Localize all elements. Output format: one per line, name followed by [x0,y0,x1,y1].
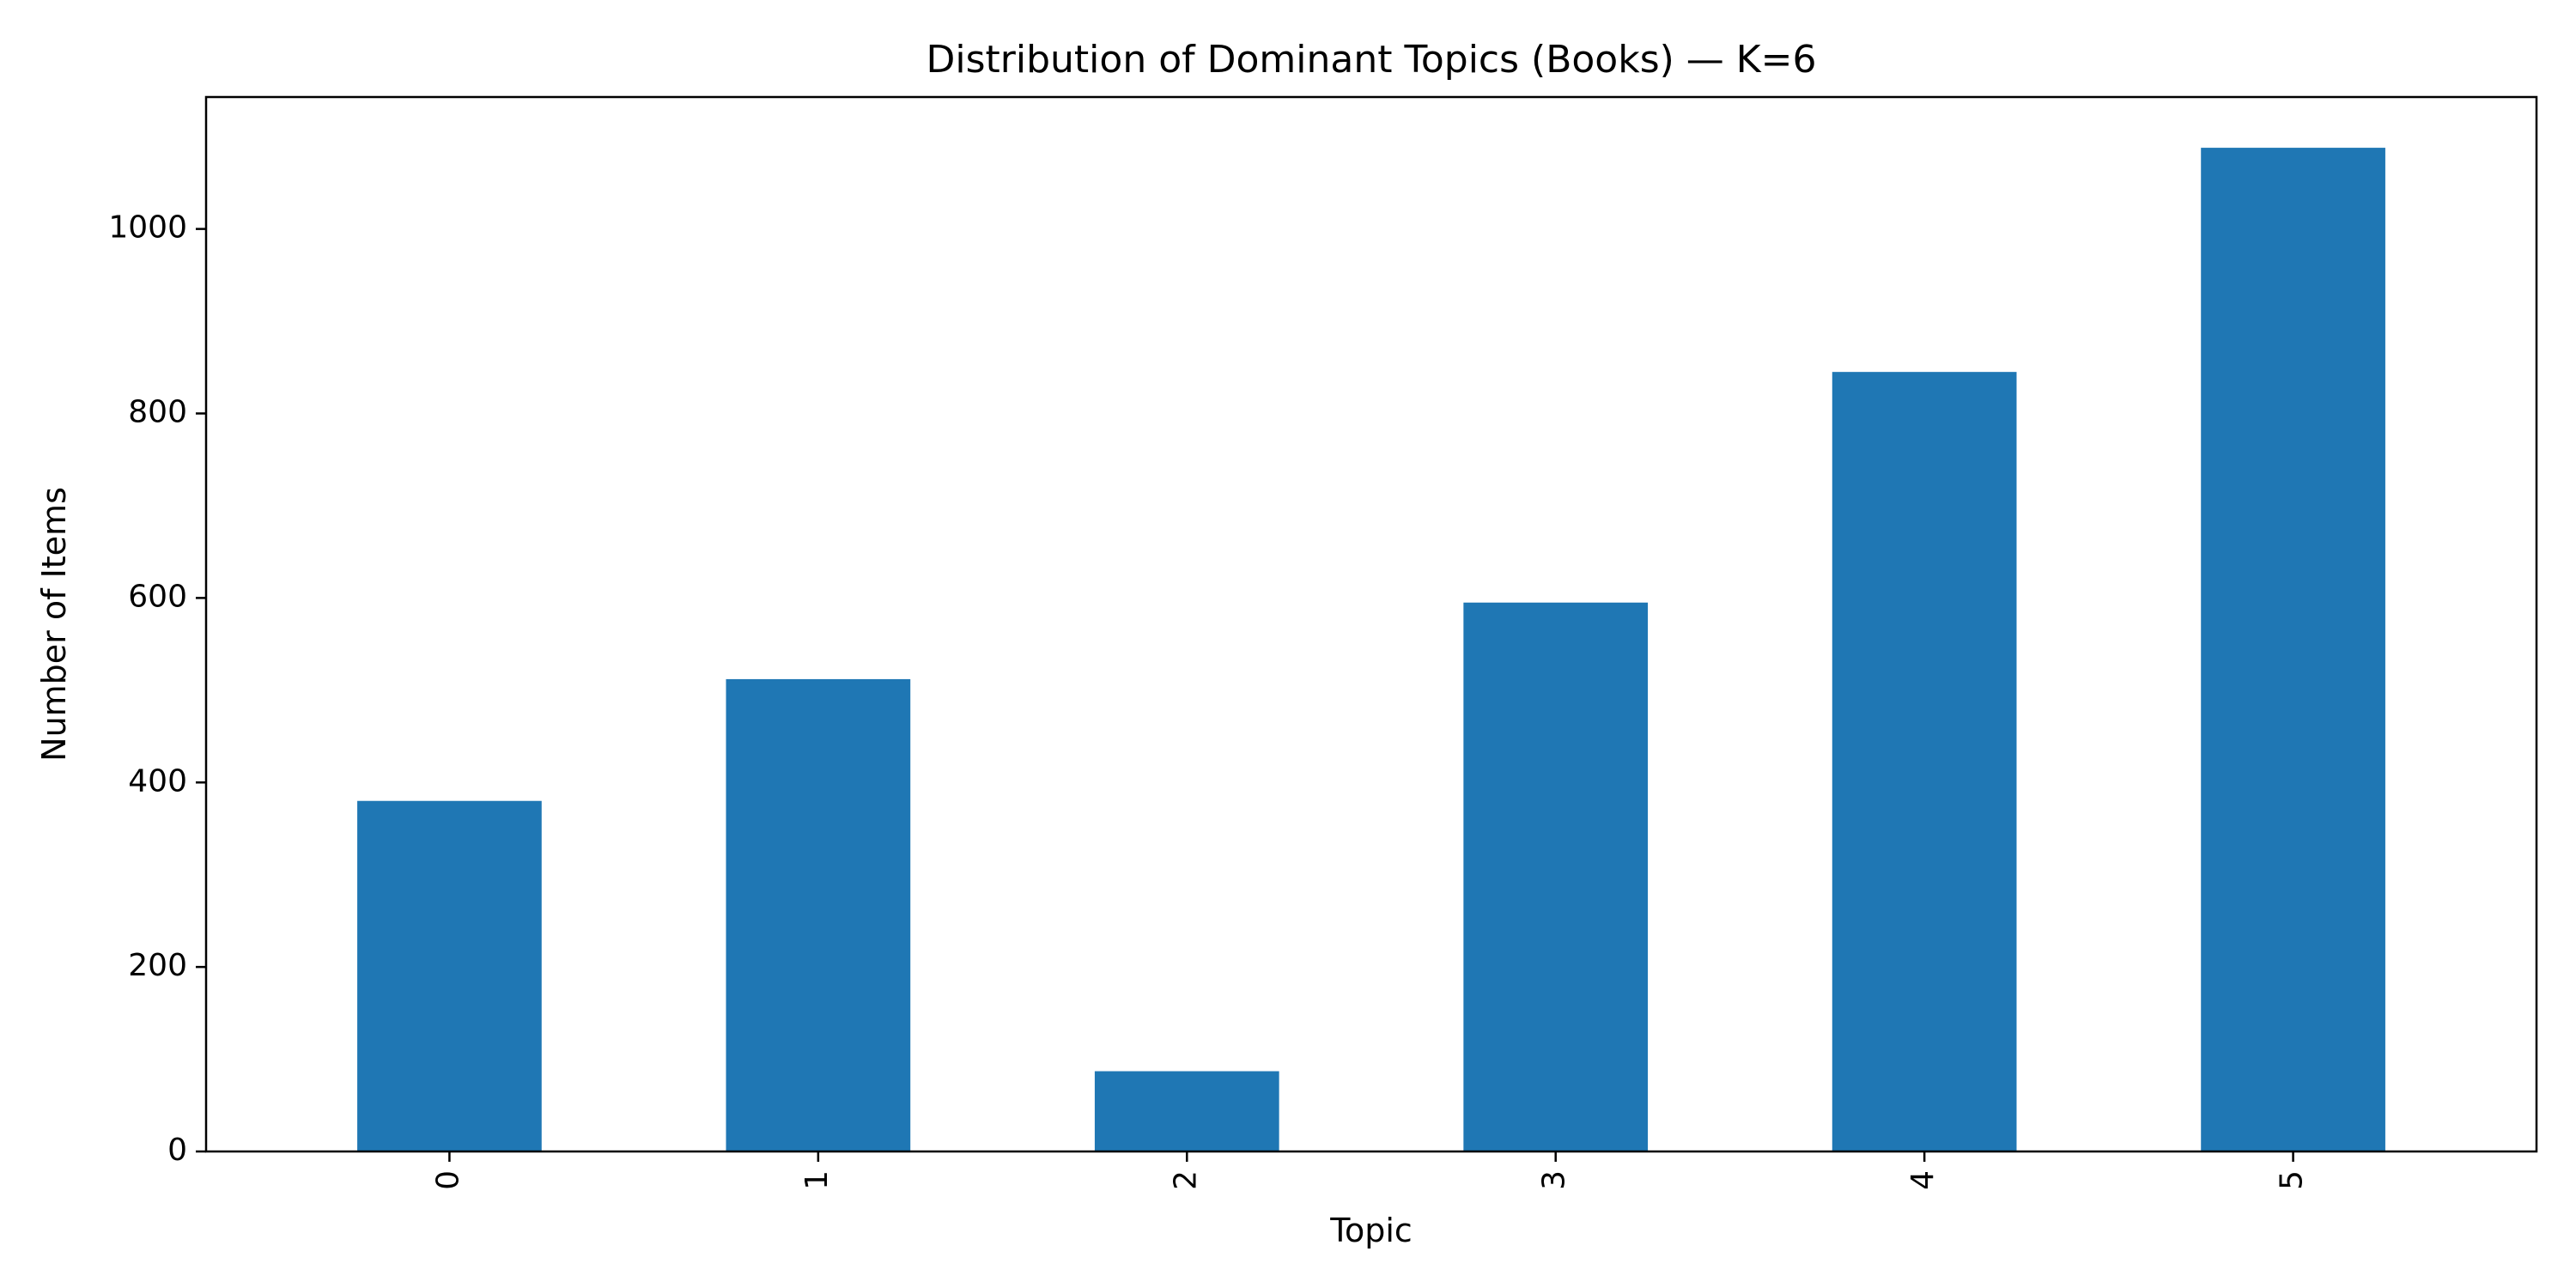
x-tick-label: 5 [2275,1170,2310,1190]
plot-frame [204,95,2538,1153]
bar-topic-1 [726,678,911,1151]
x-tick-label: 3 [1537,1170,1572,1190]
bars-group [357,148,2385,1152]
x-tick-label: 1 [799,1170,835,1190]
bar-topic-0 [357,800,542,1151]
x-axis-ticks: 0 1 2 3 4 5 [430,1151,2310,1190]
x-tick-label: 0 [430,1170,465,1190]
y-tick-label: 1000 [108,210,187,246]
bar-topic-2 [1094,1071,1279,1151]
y-axis-label: Number of Items [35,487,73,762]
x-tick-label: 2 [1168,1170,1203,1190]
x-tick-label: 4 [1905,1170,1941,1190]
chart-title: Distribution of Dominant Topics (Books) … [927,38,1817,82]
y-axis-ticks: 0 200 400 600 800 1000 [108,210,206,1168]
y-tick-label: 400 [128,763,187,799]
y-tick-label: 0 [167,1133,187,1168]
x-axis-label: Topic [1329,1212,1413,1249]
bar-topic-4 [1832,372,2017,1151]
y-tick-label: 200 [128,948,187,983]
bar-topic-5 [2201,148,2385,1152]
y-tick-label: 600 [128,579,187,614]
y-tick-label: 800 [128,395,187,430]
bar-topic-3 [1463,602,1649,1151]
